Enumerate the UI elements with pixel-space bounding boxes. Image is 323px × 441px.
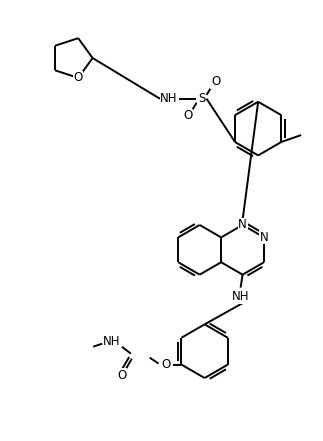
Text: S: S <box>198 92 205 105</box>
Text: H: H <box>108 335 116 348</box>
Text: O: O <box>161 358 170 371</box>
Text: H: H <box>164 92 173 105</box>
Text: O: O <box>211 75 220 88</box>
Text: N: N <box>260 231 268 244</box>
Text: O: O <box>117 369 127 382</box>
Text: O: O <box>183 109 193 122</box>
Text: NH: NH <box>103 335 121 348</box>
Text: N: N <box>238 218 247 232</box>
Text: NH: NH <box>160 92 178 105</box>
Text: O: O <box>74 71 83 84</box>
Text: NH: NH <box>232 290 249 303</box>
